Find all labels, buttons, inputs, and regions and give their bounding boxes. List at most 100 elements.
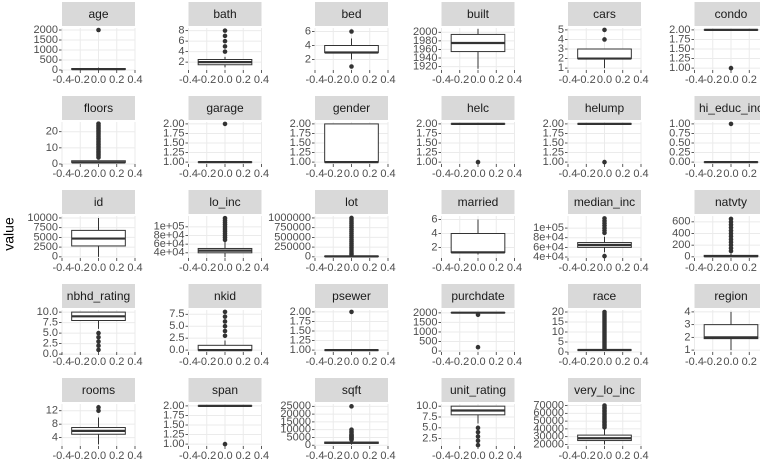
y-tick-label: 1.75: [416, 127, 437, 139]
outlier: [602, 253, 607, 259]
outlier: [222, 328, 228, 334]
strip-text: age: [88, 7, 108, 21]
x-tick-label: -0.2: [197, 356, 216, 368]
x-tick-label: 0.4: [380, 168, 395, 180]
strip-text: median_inc: [574, 195, 635, 209]
y-tick-label: 1.50: [543, 137, 564, 149]
outlier: [222, 28, 228, 33]
x-tick-label: 0.4: [507, 450, 522, 462]
outlier: [349, 404, 354, 409]
y-tick-label: 4: [684, 306, 690, 318]
outlier: [222, 44, 228, 49]
y-tick-label: 5: [558, 336, 564, 348]
x-tick-label: -0.2: [197, 168, 216, 180]
y-tick-label: 30000: [533, 431, 564, 443]
x-tick-label: 0.0: [91, 356, 106, 368]
strip: [315, 190, 388, 214]
x-tick-label: 0.4: [380, 450, 395, 462]
outlier: [475, 344, 481, 350]
x-tick-label: 0.2: [489, 168, 504, 180]
x-tick-label: 0.4: [633, 168, 648, 180]
facet-panel: psewer 1.001.251.501.752.00 -0.4 -0.2 0.0 0.2…: [290, 284, 396, 368]
strip: [315, 96, 388, 120]
strip: [315, 284, 388, 308]
outlier: [96, 347, 101, 353]
strip: [315, 2, 388, 26]
x-tick-label: -0.4: [179, 450, 198, 462]
outlier: [349, 309, 354, 315]
y-tick-label: 1.25: [669, 52, 690, 64]
y-tick-label: 2: [305, 53, 311, 65]
strip: [441, 284, 515, 308]
x-tick-label: 0.0: [344, 168, 359, 180]
x-tick-label: 0.4: [127, 450, 142, 462]
outlier: [96, 330, 101, 336]
x-tick-label: 0.0: [344, 450, 359, 462]
y-tick-label: 1.00: [163, 438, 184, 450]
y-tick-label: 8e+04: [154, 229, 185, 241]
x-tick-label: -0.2: [71, 262, 90, 274]
outlier: [222, 323, 228, 329]
y-tick-label: 5.0: [422, 422, 437, 434]
y-tick-label: 2.00: [290, 306, 311, 318]
outlier: [475, 312, 481, 318]
x-tick-label: -0.4: [559, 450, 578, 462]
x-tick-label: -0.2: [71, 168, 90, 180]
strip: [62, 284, 135, 308]
x-tick-label: 0.0: [217, 356, 232, 368]
outlier: [475, 159, 481, 165]
y-tick-label: 1.75: [290, 127, 311, 139]
x-tick-label: -0.2: [577, 450, 596, 462]
outlier: [222, 49, 228, 54]
x-tick-label: 0.2: [362, 450, 377, 462]
strip-text: lo_inc: [209, 195, 240, 209]
outlier: [602, 159, 607, 165]
x-tick-label: -0.2: [324, 262, 343, 274]
y-tick-label: 2.00: [163, 118, 184, 130]
x-tick-label: 0.0: [597, 74, 612, 86]
strip-text: id: [94, 195, 103, 209]
strip: [62, 96, 135, 120]
strip-text: lot: [345, 195, 358, 209]
box: [703, 324, 759, 340]
y-tick-label: 1000: [413, 326, 437, 338]
y-tick-label: 1e+05: [154, 221, 185, 233]
x-tick-label: -0.2: [450, 262, 469, 274]
x-tick-label: 0.2: [236, 168, 251, 180]
y-tick-label: 0: [684, 251, 690, 263]
y-tick-label: 20000: [280, 408, 311, 420]
y-tick-label: 1.25: [416, 146, 437, 158]
y-tick-label: 1.25: [543, 146, 564, 158]
facet-panel: condo1.001.251.501.752.00-0.4-0.20.00.20…: [669, 2, 760, 86]
x-tick-label: 0.2: [489, 262, 504, 274]
x-tick-label: 0.4: [127, 74, 142, 86]
x-tick-label: 0.4: [127, 262, 142, 274]
x-tick-label: -0.4: [306, 74, 325, 86]
y-tick-label: 0: [52, 64, 58, 76]
x-tick-label: 0.2: [742, 262, 757, 274]
y-tick-label: 750000: [274, 222, 311, 234]
strip-text: bath: [213, 7, 236, 21]
outlier: [349, 64, 354, 69]
x-tick-label: 0.0: [470, 168, 485, 180]
strip-text: nbhd_rating: [67, 289, 130, 303]
outlier: [475, 442, 481, 448]
y-tick-label: 10: [552, 326, 564, 338]
x-tick-label: 0.2: [362, 356, 377, 368]
strip: [62, 378, 135, 402]
strip: [188, 284, 262, 308]
x-tick-label: 0.0: [470, 450, 485, 462]
x-tick-label: -0.2: [324, 356, 343, 368]
outlier: [728, 65, 734, 71]
x-tick-label: -0.4: [179, 74, 198, 86]
strip-text: gender: [333, 101, 370, 115]
outlier: [475, 429, 481, 435]
y-tick-label: 60000: [533, 407, 564, 419]
x-tick-label: 0.0: [470, 262, 485, 274]
y-tick-label: 2000: [413, 307, 437, 319]
